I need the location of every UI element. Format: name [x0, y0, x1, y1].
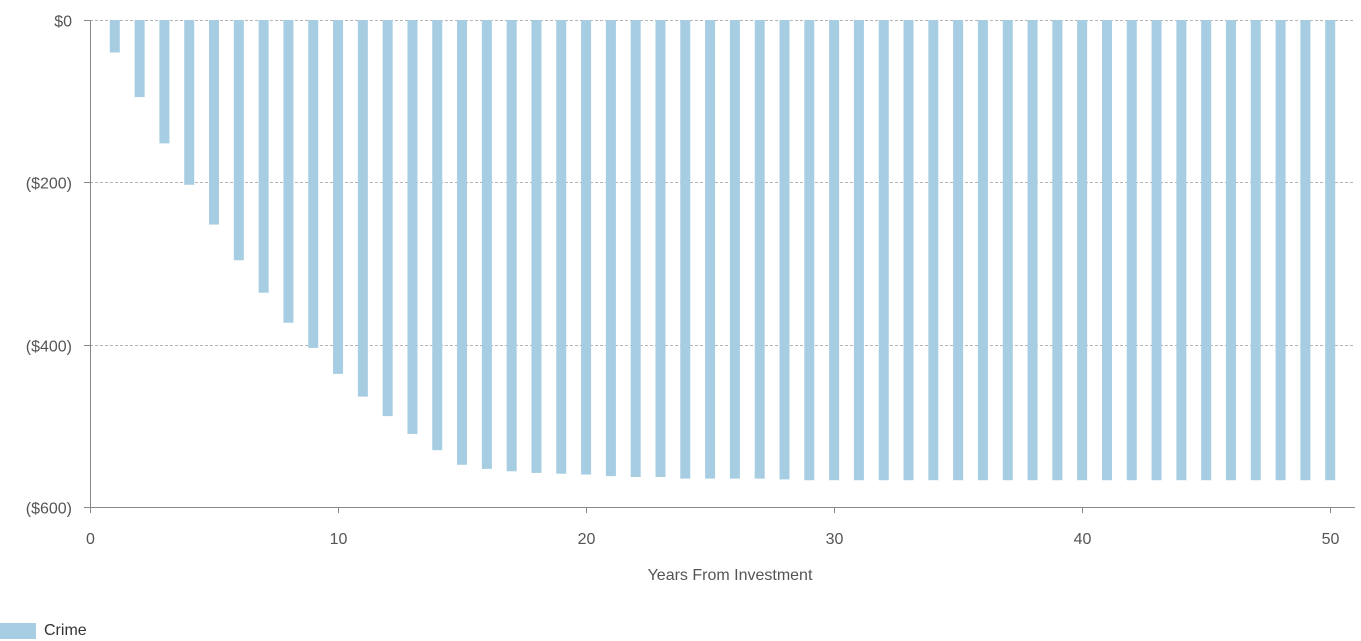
bar	[382, 20, 393, 417]
bar	[779, 20, 790, 480]
bar	[357, 20, 368, 397]
bar	[531, 20, 542, 473]
bar	[159, 20, 170, 144]
bar	[506, 20, 517, 472]
bar	[655, 20, 666, 477]
bar	[953, 20, 964, 481]
bar	[481, 20, 492, 469]
bar	[1027, 20, 1038, 481]
bar	[556, 20, 567, 474]
bar	[680, 20, 691, 479]
bar	[432, 20, 443, 451]
bar	[928, 20, 939, 481]
bar	[1250, 20, 1261, 481]
bar	[333, 20, 344, 374]
y-tick-label: ($400)	[26, 339, 72, 356]
y-tick-label: ($600)	[26, 501, 72, 518]
bar	[1300, 20, 1311, 481]
bar	[1002, 20, 1013, 481]
bar	[1176, 20, 1187, 481]
bar	[1077, 20, 1088, 481]
bar	[977, 20, 988, 481]
bar	[829, 20, 840, 481]
bar	[581, 20, 592, 475]
x-tick-label: 30	[826, 531, 844, 548]
bar	[209, 20, 220, 225]
x-tick-label: 40	[1074, 531, 1092, 548]
bar	[705, 20, 716, 479]
bar	[1151, 20, 1162, 481]
bar	[853, 20, 864, 481]
grid-lines	[90, 20, 1355, 346]
bar	[1325, 20, 1336, 481]
bar	[233, 20, 244, 261]
y-tick-label: ($200)	[26, 176, 72, 193]
bar	[1126, 20, 1137, 481]
tick-labels: $0 ($200) ($400) ($600) 0 10 20 30 40 50	[26, 14, 1340, 549]
bar	[1225, 20, 1236, 481]
axes	[84, 20, 1355, 513]
bar	[729, 20, 740, 479]
legend-swatch-crime	[0, 623, 36, 639]
bar	[308, 20, 319, 348]
bar	[1052, 20, 1063, 481]
bar	[903, 20, 914, 481]
bar	[804, 20, 815, 481]
y-tick-label: $0	[54, 14, 72, 31]
bar	[630, 20, 641, 477]
bar	[1275, 20, 1286, 481]
x-tick-label: 0	[86, 531, 95, 548]
bar	[134, 20, 145, 98]
bar	[605, 20, 616, 477]
bar	[283, 20, 294, 323]
x-tick-label: 20	[578, 531, 596, 548]
bar	[258, 20, 269, 293]
x-tick-label: 10	[330, 531, 348, 548]
legend-label-crime: Crime	[44, 622, 87, 639]
bar	[1101, 20, 1112, 481]
bar	[184, 20, 195, 185]
bars	[109, 20, 1336, 481]
bar-chart: $0 ($200) ($400) ($600) 0 10 20 30 40 50 Years Fr…	[26, 14, 1355, 584]
legend: Crime	[0, 621, 87, 641]
x-axis-title: Years From Investment	[648, 567, 813, 584]
bar	[457, 20, 468, 465]
x-tick-label: 50	[1322, 531, 1340, 548]
bar	[407, 20, 418, 434]
bar	[878, 20, 889, 481]
bar	[109, 20, 120, 53]
bar	[754, 20, 765, 479]
bar	[1201, 20, 1212, 481]
